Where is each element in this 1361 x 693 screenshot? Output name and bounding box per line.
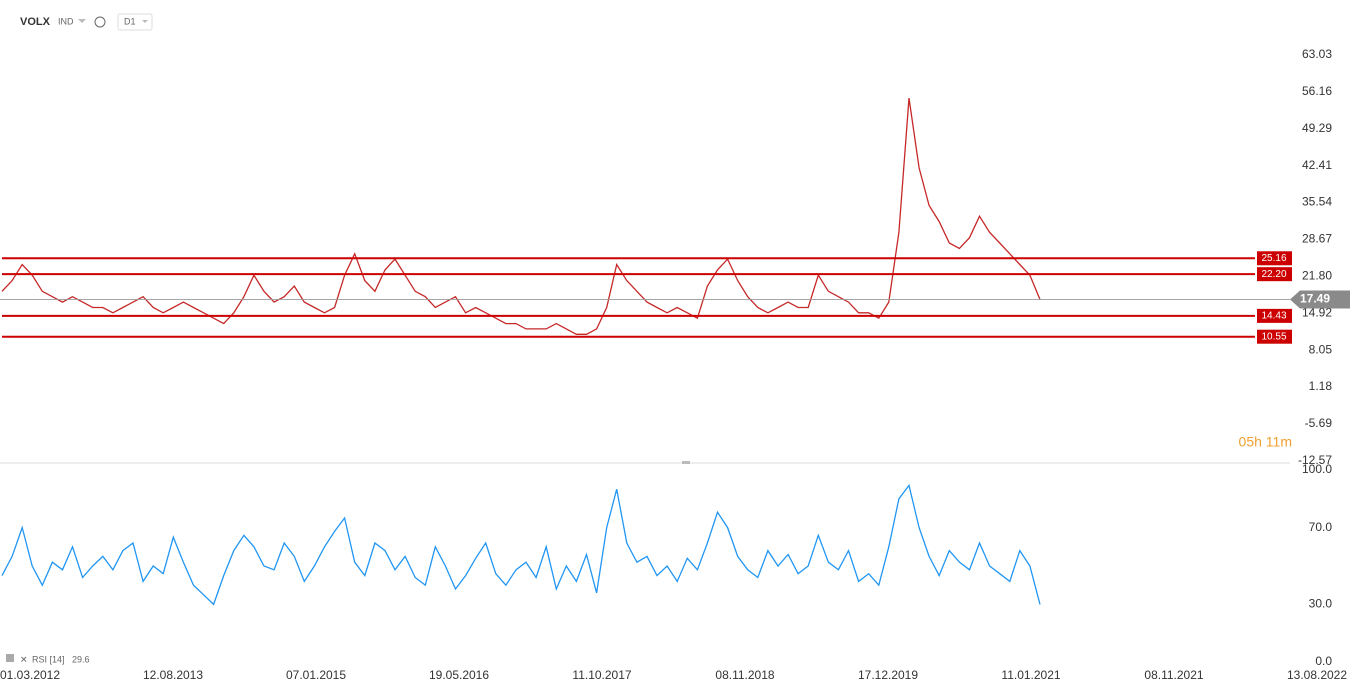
y-tick-label: 8.05 bbox=[1309, 342, 1333, 356]
x-tick-label: 11.10.2017 bbox=[572, 668, 631, 682]
close-icon[interactable]: ✕ bbox=[20, 654, 28, 664]
y-tick-label: 0.0 bbox=[1315, 654, 1332, 668]
level-tag bbox=[1257, 267, 1292, 282]
y-tick-label: 56.16 bbox=[1302, 84, 1332, 98]
level-label: 25.16 bbox=[1261, 253, 1286, 264]
level-tag bbox=[1257, 308, 1292, 323]
current-price-tag bbox=[1290, 290, 1350, 309]
y-tick-label: 1.18 bbox=[1309, 379, 1333, 393]
level-label: 10.55 bbox=[1261, 331, 1286, 342]
y-tick-label: 21.80 bbox=[1302, 268, 1332, 282]
pane-resize[interactable] bbox=[682, 461, 690, 464]
x-tick-label: 01.03.2012 bbox=[0, 668, 60, 682]
info-icon[interactable] bbox=[94, 16, 106, 28]
x-tick-label: 12.08.2013 bbox=[143, 668, 203, 682]
level-tag bbox=[1257, 251, 1292, 266]
x-tick-label: 11.01.2021 bbox=[1001, 668, 1060, 682]
interval-select[interactable] bbox=[117, 13, 153, 31]
x-tick-label: 17.12.2019 bbox=[858, 668, 918, 682]
countdown: 05h 11m bbox=[1239, 434, 1292, 450]
y-tick-label: 70.0 bbox=[1309, 520, 1333, 534]
x-tick-label: 13.08.2022 bbox=[1287, 668, 1347, 682]
level-label: 14.43 bbox=[1261, 311, 1286, 322]
x-tick-label: 08.11.2018 bbox=[715, 668, 774, 682]
series-line bbox=[1, 483, 1041, 606]
menu-icon[interactable] bbox=[6, 654, 14, 662]
level-tag bbox=[1257, 329, 1292, 344]
y-tick-label: -12.57 bbox=[1298, 453, 1332, 467]
x-tick-label: 08.11.2021 bbox=[1144, 668, 1203, 682]
y-tick-label: 100.0 bbox=[1302, 462, 1332, 476]
current-price-label: 17.49 bbox=[1300, 292, 1330, 306]
y-tick-label: 30.0 bbox=[1309, 597, 1333, 611]
x-tick-label: 07.01.2015 bbox=[286, 668, 346, 682]
y-tick-label: 35.54 bbox=[1302, 195, 1332, 209]
level-label: 22.20 bbox=[1261, 269, 1286, 280]
y-tick-label: 49.29 bbox=[1302, 121, 1332, 135]
dropdown-icon bbox=[142, 20, 148, 23]
market: IND bbox=[58, 16, 74, 26]
y-tick-label: -5.69 bbox=[1305, 416, 1333, 430]
symbol: VOLX bbox=[20, 16, 51, 28]
y-tick-label: 28.67 bbox=[1302, 232, 1332, 246]
series-line bbox=[1, 98, 1041, 335]
y-tick-label: 14.92 bbox=[1302, 305, 1332, 319]
y-tick-label: 42.41 bbox=[1302, 158, 1332, 172]
x-tick-label: 19.05.2016 bbox=[429, 668, 489, 682]
indicator-name: RSI [14] bbox=[32, 654, 65, 664]
interval: D1 bbox=[124, 16, 136, 26]
dropdown-icon[interactable] bbox=[78, 19, 86, 23]
indicator-value: 29.6 bbox=[72, 654, 90, 664]
y-tick-label: 63.03 bbox=[1302, 47, 1332, 61]
